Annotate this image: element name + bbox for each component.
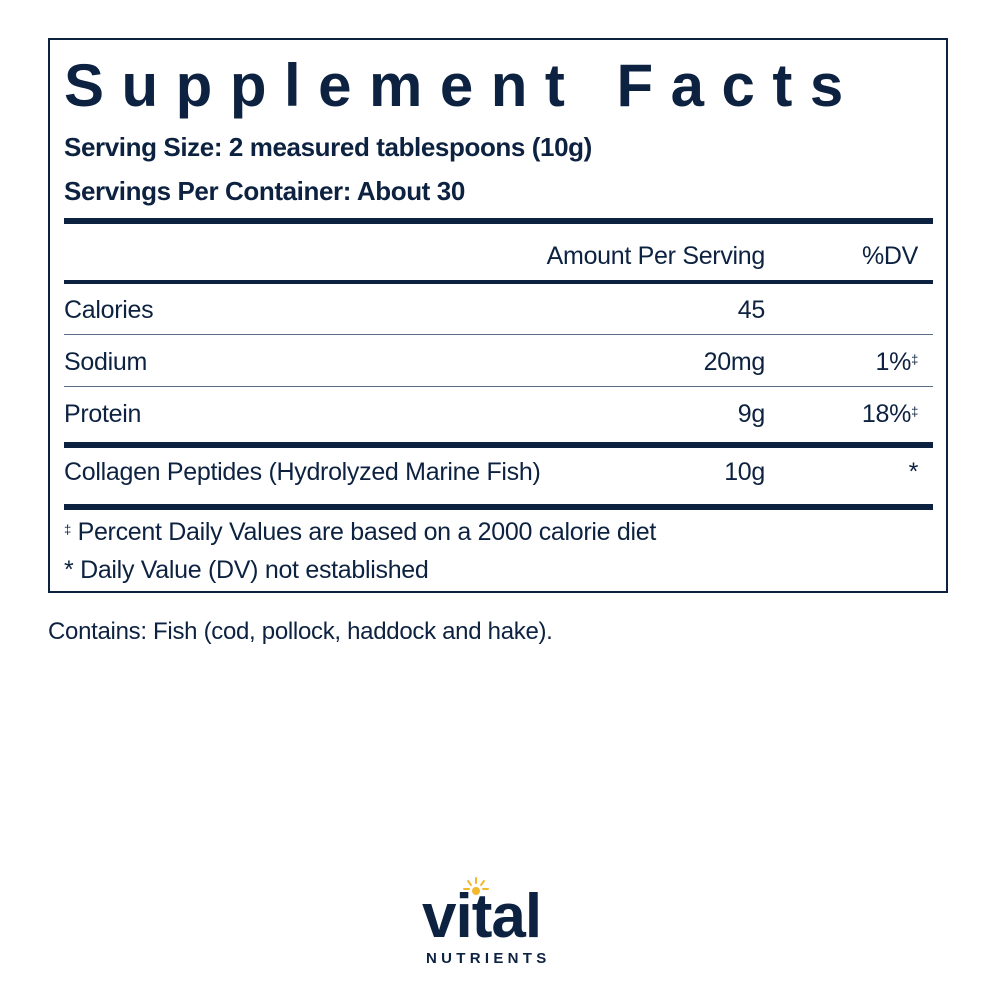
serving-size: Serving Size: 2 measured tablespoons (10… — [64, 132, 592, 162]
row-sodium-name: Sodium — [64, 348, 147, 376]
footnote-text: Percent Daily Values are based on a 2000… — [70, 518, 657, 546]
panel-title: Supplement Facts — [64, 52, 861, 119]
row-sodium-amount: 20mg — [703, 348, 766, 376]
row-collagen-amount: 10g — [724, 458, 765, 486]
row-divider — [64, 334, 933, 335]
row-calories-amount: 45 — [737, 296, 766, 324]
row-protein-amount: 9g — [737, 400, 766, 428]
servings-per-container: Servings Per Container: About 30 — [64, 176, 465, 206]
row-protein-dv-mark: ‡ — [911, 404, 918, 419]
header-bottom-rule — [64, 280, 933, 284]
row-divider — [64, 386, 933, 387]
row-collagen-name: Collagen Peptides (Hydrolyzed Marine Fis… — [64, 458, 541, 486]
logo-wordmark: vital — [422, 882, 542, 951]
dv-column-header: %DV — [861, 242, 918, 270]
section-rule — [64, 442, 933, 448]
row-collagen-dv: * — [908, 458, 919, 486]
amount-column-header: Amount Per Serving — [546, 242, 766, 270]
row-protein-dv: 18%‡ — [862, 398, 918, 430]
row-calories-name: Calories — [64, 296, 154, 324]
logo-subtitle: NUTRIENTS — [426, 950, 551, 967]
row-sodium-dv: 1%‡ — [875, 346, 919, 378]
header-top-rule — [64, 218, 933, 224]
row-sodium-dv-mark: ‡ — [911, 352, 918, 367]
footer-rule — [64, 504, 933, 510]
allergen-statement: Contains: Fish (cod, pollock, haddock an… — [48, 618, 553, 645]
footnote-dv-basis: ‡ Percent Daily Values are based on a 20… — [64, 516, 656, 548]
row-protein-dv-value: 18% — [861, 400, 912, 428]
brand-logo: vital NUTRIENTS — [422, 877, 582, 974]
sun-icon — [463, 877, 489, 895]
footnote-mark: ‡ — [64, 522, 71, 537]
row-protein-name: Protein — [64, 400, 142, 428]
row-sodium-dv-value: 1% — [875, 348, 912, 376]
footnote-dv-not-established: * Daily Value (DV) not established — [64, 556, 429, 584]
supplement-facts-panel: Supplement Facts Serving Size: 2 measure… — [48, 38, 948, 593]
